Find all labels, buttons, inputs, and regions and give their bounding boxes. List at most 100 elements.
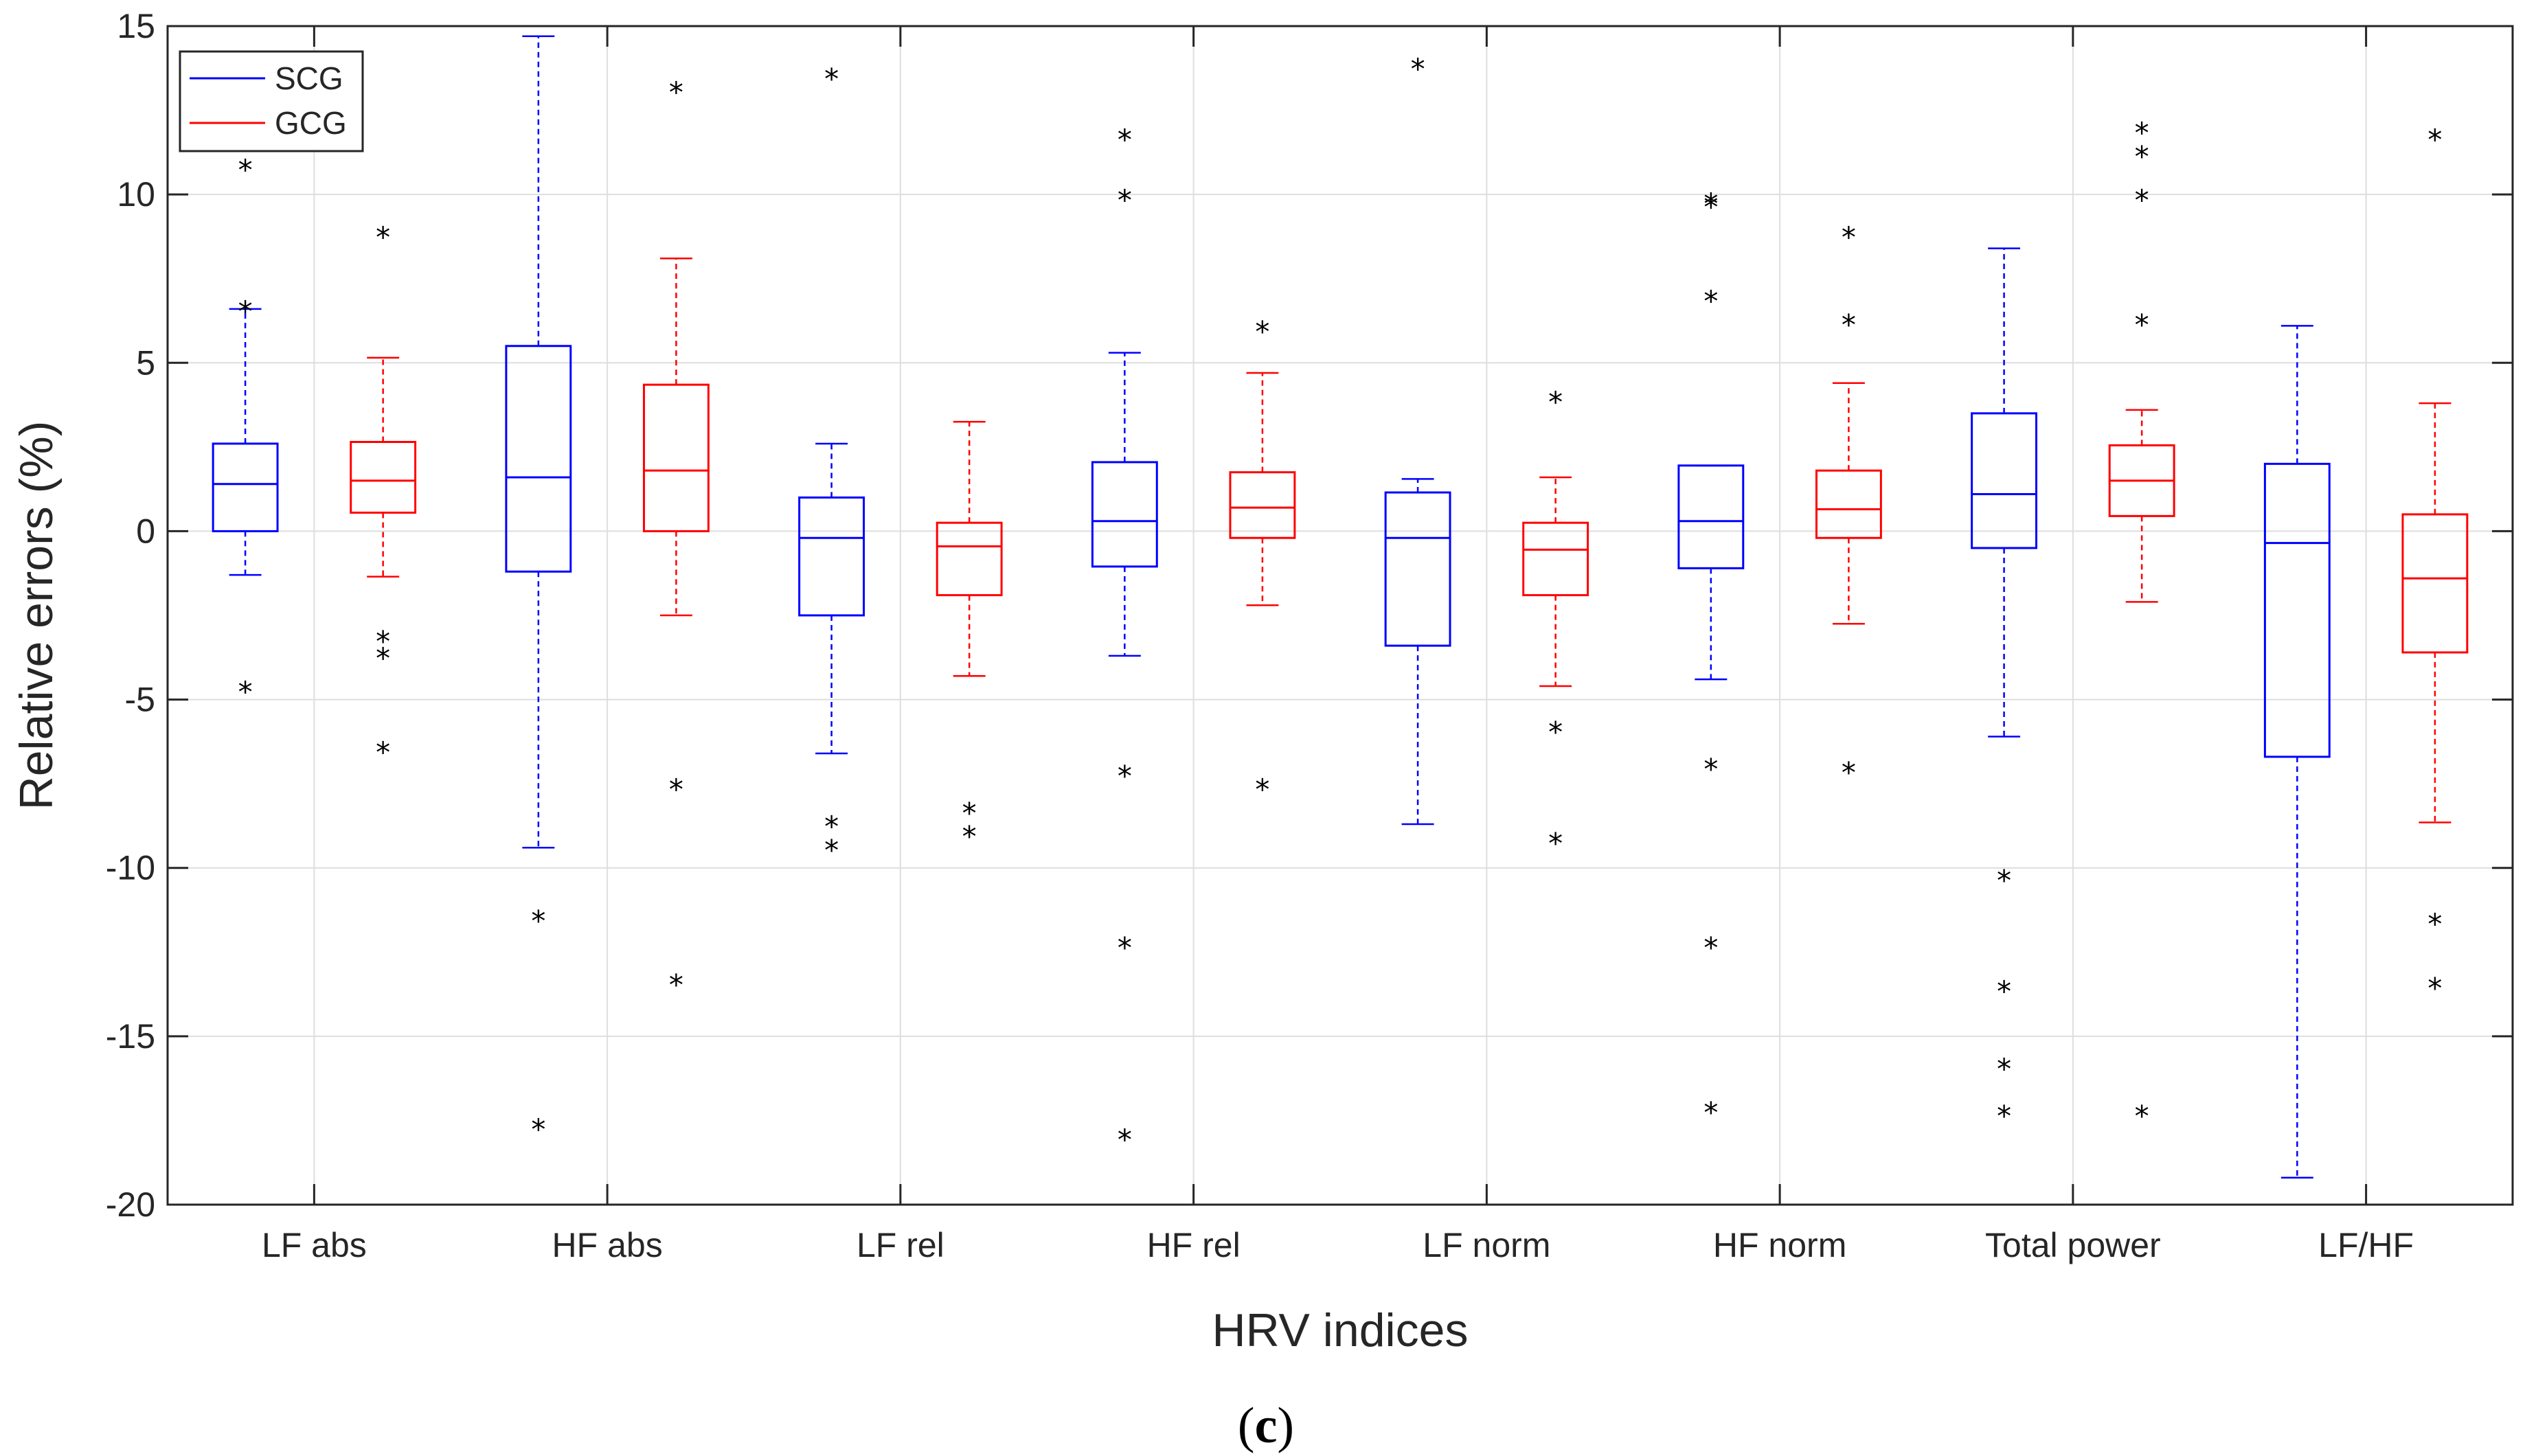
y-tick-label: -15 xyxy=(106,1017,155,1056)
legend-label-scg: SCG xyxy=(275,60,343,96)
box-gcg: * * * xyxy=(2401,123,2469,1005)
outlier-marker: * xyxy=(531,1113,545,1146)
iqr-box xyxy=(1229,471,1296,539)
axis-ticks: -20 -15 -10 -5 0 5 10 15 LF abs HF abs LF rel HF re… xyxy=(106,7,2513,1264)
outlier-marker: * xyxy=(1997,1052,2011,1086)
outlier-marker: * xyxy=(962,796,977,830)
legend-label-gcg: GCG xyxy=(275,105,347,141)
x-tick-label: HF norm xyxy=(1713,1226,1846,1264)
outlier-marker: * xyxy=(669,76,683,109)
box-gcg: * * * xyxy=(642,76,710,1001)
iqr-box xyxy=(2263,462,2331,758)
legend-box xyxy=(179,50,364,152)
y-tick-label: 10 xyxy=(117,175,155,214)
iqr-box xyxy=(1522,521,1589,597)
outlier-marker: * xyxy=(1842,220,1856,254)
y-tick-label: 15 xyxy=(117,7,155,45)
outlier-marker: * xyxy=(376,220,390,254)
iqr-box xyxy=(936,521,1003,597)
outlier-marker: * xyxy=(2135,183,2149,217)
outlier-marker: * xyxy=(1548,826,1563,860)
panel-label: (c) xyxy=(1238,1398,1294,1454)
outlier-marker: * xyxy=(1842,756,1856,790)
box-scg: *** xyxy=(798,62,865,867)
box-gcg: **** xyxy=(350,220,417,769)
iqr-box xyxy=(642,383,710,532)
outlier-marker: * xyxy=(669,773,683,806)
x-tick-label: HF rel xyxy=(1147,1226,1241,1264)
outlier-marker: * xyxy=(1548,385,1563,419)
outlier-marker: * xyxy=(1703,931,1718,964)
outlier-marker: * xyxy=(1118,759,1132,793)
outlier-marker: * xyxy=(1997,1100,2011,1133)
grid-lines xyxy=(168,26,2513,1205)
outlier-marker: * xyxy=(2427,907,2442,941)
box-scg xyxy=(2263,325,2331,1179)
iqr-box xyxy=(1091,461,1158,568)
y-tick-label: -5 xyxy=(125,681,155,719)
iqr-box xyxy=(1384,491,1451,647)
outlier-marker: * xyxy=(824,833,839,867)
box-scg: * * * * xyxy=(1971,247,2038,1133)
box-scg: ** xyxy=(505,35,572,1146)
outlier-marker: * xyxy=(824,810,839,843)
x-tick-label: LF rel xyxy=(857,1226,944,1264)
outlier-marker: * xyxy=(531,904,545,937)
outlier-marker: * xyxy=(2135,139,2149,173)
plot-frame xyxy=(166,25,2514,1206)
outlier-marker: * xyxy=(1703,187,1718,220)
outlier-marker: * xyxy=(1703,753,1718,786)
y-tick-label: 5 xyxy=(136,343,155,382)
iqr-box xyxy=(350,441,417,514)
outlier-marker: * xyxy=(376,736,390,769)
box-gcg: ***** xyxy=(2108,116,2175,1133)
y-axis-title: Relative errors (%) xyxy=(10,421,63,810)
outlier-marker: * xyxy=(669,968,683,1001)
outlier-marker: * xyxy=(1118,183,1132,217)
box-gcg: ** xyxy=(936,420,1003,854)
box-gcg: ** xyxy=(1229,315,1296,806)
x-tick-label: LF abs xyxy=(262,1226,367,1264)
box-scg: * xyxy=(1384,52,1451,826)
x-tick-label: LF norm xyxy=(1423,1226,1550,1264)
box-scg: *** xyxy=(212,153,279,709)
x-tick-label: Total power xyxy=(1985,1226,2161,1264)
outlier-marker: * xyxy=(376,641,390,675)
y-tick-label: -20 xyxy=(106,1185,155,1224)
outlier-marker: * xyxy=(1997,975,2011,1008)
outlier-marker: * xyxy=(824,62,839,96)
outlier-marker: * xyxy=(1411,52,1425,86)
outlier-marker: * xyxy=(1703,190,1718,224)
outlier-marker: * xyxy=(2135,116,2149,150)
iqr-box xyxy=(2401,513,2469,654)
outlier-marker: * xyxy=(1118,123,1132,157)
outlier-marker: * xyxy=(962,820,977,854)
x-tick-label: LF/HF xyxy=(2318,1226,2414,1264)
outlier-marker: * xyxy=(1703,284,1718,318)
y-tick-label: -10 xyxy=(106,849,155,887)
outlier-marker: * xyxy=(2135,308,2149,341)
outlier-marker: * xyxy=(1842,308,1856,341)
iqr-box xyxy=(1971,412,2038,549)
box-gcg: * * * xyxy=(1522,385,1589,860)
outlier-marker: * xyxy=(1997,863,2011,897)
box-scg: * * * * * xyxy=(1091,123,1158,1157)
outlier-marker: * xyxy=(2427,123,2442,157)
outlier-marker: * xyxy=(376,624,390,658)
iqr-box xyxy=(505,345,572,573)
iqr-box xyxy=(1815,469,1882,539)
outlier-marker: * xyxy=(1118,1123,1132,1157)
outlier-marker: * xyxy=(2427,971,2442,1005)
outlier-marker: * xyxy=(238,675,253,709)
outlier-marker: * xyxy=(2135,1100,2149,1133)
outlier-marker: * xyxy=(1118,931,1132,964)
outlier-marker: * xyxy=(1255,773,1269,806)
outlier-marker: * xyxy=(1255,315,1269,348)
outlier-marker: * xyxy=(1703,1096,1718,1130)
x-axis-title: HRV indices xyxy=(1212,1304,1469,1356)
x-tick-label: HF abs xyxy=(552,1226,663,1264)
outlier-marker: * xyxy=(238,153,253,187)
iqr-box xyxy=(798,496,865,617)
y-tick-label: 0 xyxy=(136,512,155,550)
